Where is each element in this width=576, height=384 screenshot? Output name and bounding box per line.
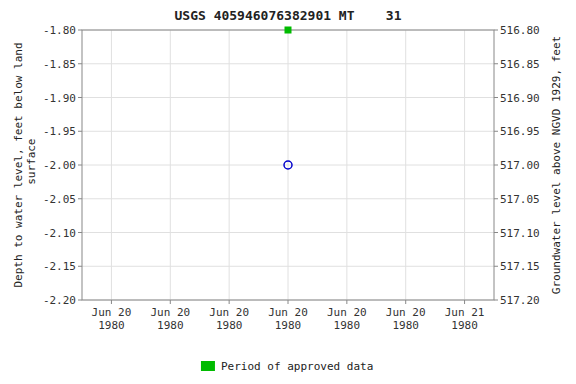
tick	[170, 300, 171, 304]
tick-label: 516.80	[500, 24, 540, 37]
tick-label: -1.90	[43, 92, 76, 105]
tick	[78, 63, 82, 64]
tick	[494, 165, 498, 166]
axis-label-line: Depth to water level, feet below land	[12, 42, 25, 287]
tick	[494, 232, 498, 233]
tick-label: Jun 201980	[209, 306, 249, 332]
tick	[464, 300, 465, 304]
tick	[494, 63, 498, 64]
tick-label-line: Jun 20	[386, 306, 426, 319]
tick	[288, 300, 289, 304]
point	[284, 161, 292, 169]
tick-label-line: 1980	[216, 319, 243, 332]
tick	[78, 97, 82, 98]
tick-label: Jun 201980	[92, 306, 132, 332]
y2-axis: 516.80 516.85 516.90 516.95 517.00 517.05 517.…	[494, 24, 540, 307]
tick	[111, 300, 112, 304]
tick-label: 517.00	[500, 159, 540, 172]
point	[285, 27, 291, 33]
tick	[78, 165, 82, 166]
grid-line	[170, 30, 171, 300]
tick-label-line: Jun 20	[92, 306, 132, 319]
tick	[78, 266, 82, 267]
tick-label-line: Jun 20	[209, 306, 249, 319]
tick	[494, 198, 498, 199]
tick-label-line: 1980	[334, 319, 361, 332]
grid	[82, 30, 494, 300]
marks	[284, 27, 292, 169]
y-axis: -2.20 -2.15 -2.10 -2.05 -2.00 -1.95 -1.90 -1.85…	[43, 24, 82, 307]
tick-label: -2.15	[43, 260, 76, 273]
tick-label: 516.85	[500, 58, 540, 71]
tick	[494, 300, 498, 301]
tick-label: Jun 201980	[150, 306, 190, 332]
x-axis: Jun 201980Jun 201980Jun 201980Jun 201980…	[92, 300, 485, 332]
tick	[494, 97, 498, 98]
tick	[346, 300, 347, 304]
tick-label-line: Jun 21	[445, 306, 485, 319]
tick-label-line: 1980	[98, 319, 125, 332]
tick	[78, 198, 82, 199]
tick-label-line: Jun 20	[327, 306, 367, 319]
grid-line	[111, 30, 112, 300]
tick-label: -1.80	[43, 24, 76, 37]
tick	[494, 131, 498, 132]
legend-label: Period of approved data	[221, 360, 373, 373]
tick	[78, 131, 82, 132]
tick-label: 517.15	[500, 260, 540, 273]
chart: -2.20 -2.15 -2.10 -2.05 -2.00 -1.95 -1.90 -1.85…	[0, 0, 576, 384]
tick	[78, 232, 82, 233]
tick-label: Jun 201980	[268, 306, 308, 332]
tick	[229, 300, 230, 304]
tick-label-line: 1980	[157, 319, 184, 332]
tick	[405, 300, 406, 304]
tick-label: 517.05	[500, 193, 540, 206]
grid-line	[346, 30, 347, 300]
tick-label: Jun 211980	[445, 306, 485, 332]
tick-label-line: 1980	[392, 319, 419, 332]
tick-label-line: Jun 20	[268, 306, 308, 319]
tick	[78, 300, 82, 301]
tick-label: -2.20	[43, 294, 76, 307]
tick-label-line: Jun 20	[150, 306, 190, 319]
tick-label: 517.20	[500, 294, 540, 307]
tick-label: 516.90	[500, 92, 540, 105]
tick-label: -1.85	[43, 58, 76, 71]
tick-label: -2.00	[43, 159, 76, 172]
tick-label: 516.95	[500, 125, 540, 138]
y2-axis-label: Groundwater level above NGVD 1929, feet	[550, 36, 563, 294]
tick-label-line: 1980	[275, 319, 302, 332]
grid-line	[464, 30, 465, 300]
plot-frame	[82, 30, 494, 300]
tick-label: 517.10	[500, 227, 540, 240]
tick	[78, 30, 82, 31]
tick	[494, 30, 498, 31]
tick-label: -1.95	[43, 125, 76, 138]
tick	[494, 266, 498, 267]
tick-label: Jun 201980	[327, 306, 367, 332]
grid-line	[288, 30, 289, 300]
tick-label-line: 1980	[451, 319, 478, 332]
tick-label: -2.10	[43, 227, 76, 240]
legend: Period of approved data	[201, 360, 373, 373]
title: USGS 405946076382901 MT 31	[175, 8, 402, 23]
axis-label-line: surface	[25, 139, 38, 192]
tick-label: -2.05	[43, 193, 76, 206]
tick-label: Jun 201980	[386, 306, 426, 332]
y-axis-label: Depth to water level, feet below land su…	[12, 42, 38, 287]
grid-line	[405, 30, 406, 300]
legend-swatch	[201, 361, 215, 371]
grid-line	[229, 30, 230, 300]
